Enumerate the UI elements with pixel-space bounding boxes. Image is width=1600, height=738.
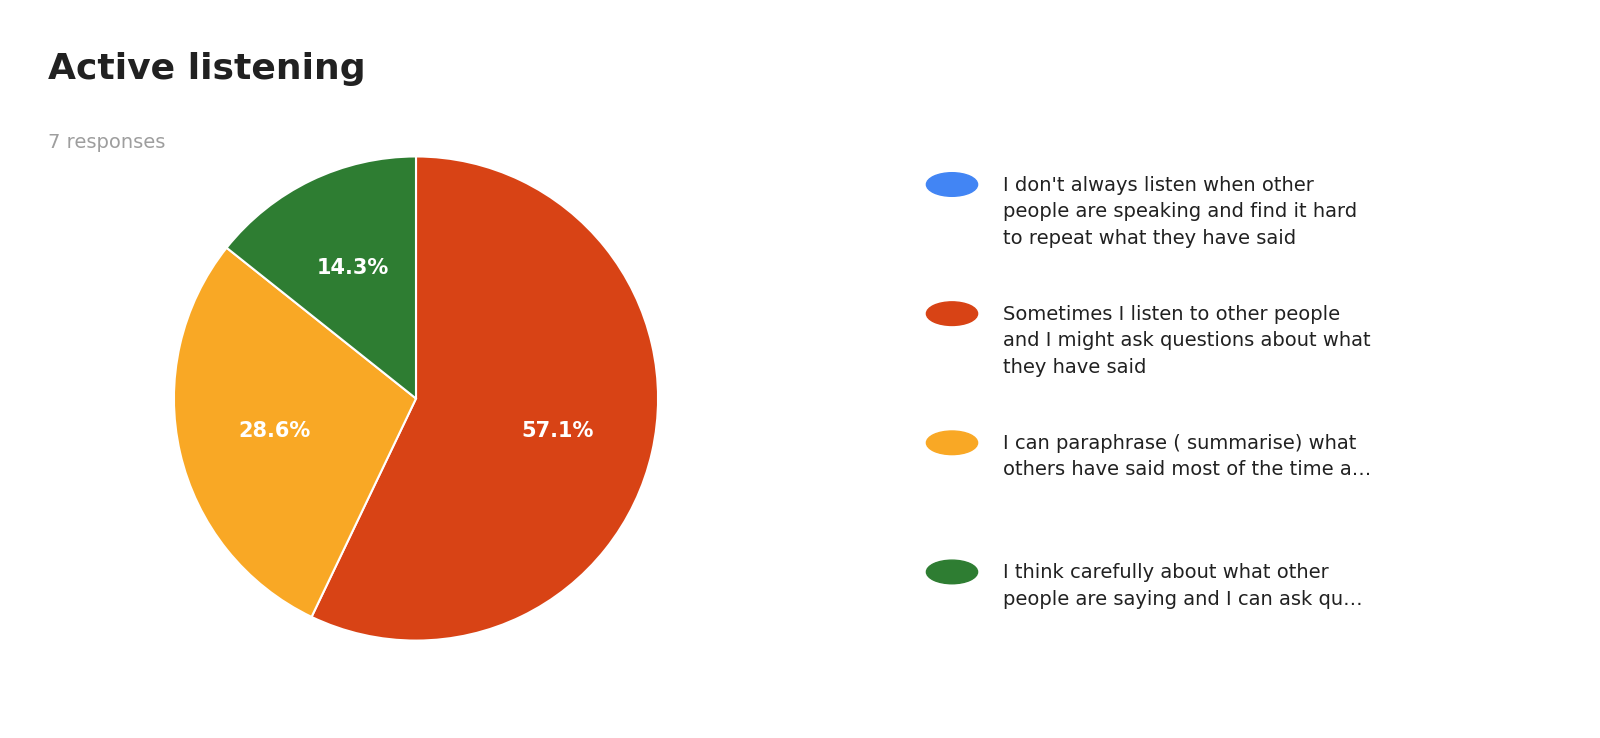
Text: 57.1%: 57.1% (522, 421, 594, 441)
Text: I don't always listen when other
people are speaking and find it hard
to repeat : I don't always listen when other people … (1003, 176, 1357, 248)
Wedge shape (227, 156, 416, 399)
Text: 28.6%: 28.6% (238, 421, 310, 441)
Text: 14.3%: 14.3% (317, 258, 389, 277)
Text: Sometimes I listen to other people
and I might ask questions about what
they hav: Sometimes I listen to other people and I… (1003, 305, 1371, 377)
Wedge shape (312, 156, 658, 641)
Text: Active listening: Active listening (48, 52, 366, 86)
Text: I think carefully about what other
people are saying and I can ask qu…: I think carefully about what other peopl… (1003, 563, 1363, 609)
Wedge shape (174, 248, 416, 617)
Text: I can paraphrase ( summarise) what
others have said most of the time a…: I can paraphrase ( summarise) what other… (1003, 434, 1371, 480)
Text: 7 responses: 7 responses (48, 133, 165, 152)
